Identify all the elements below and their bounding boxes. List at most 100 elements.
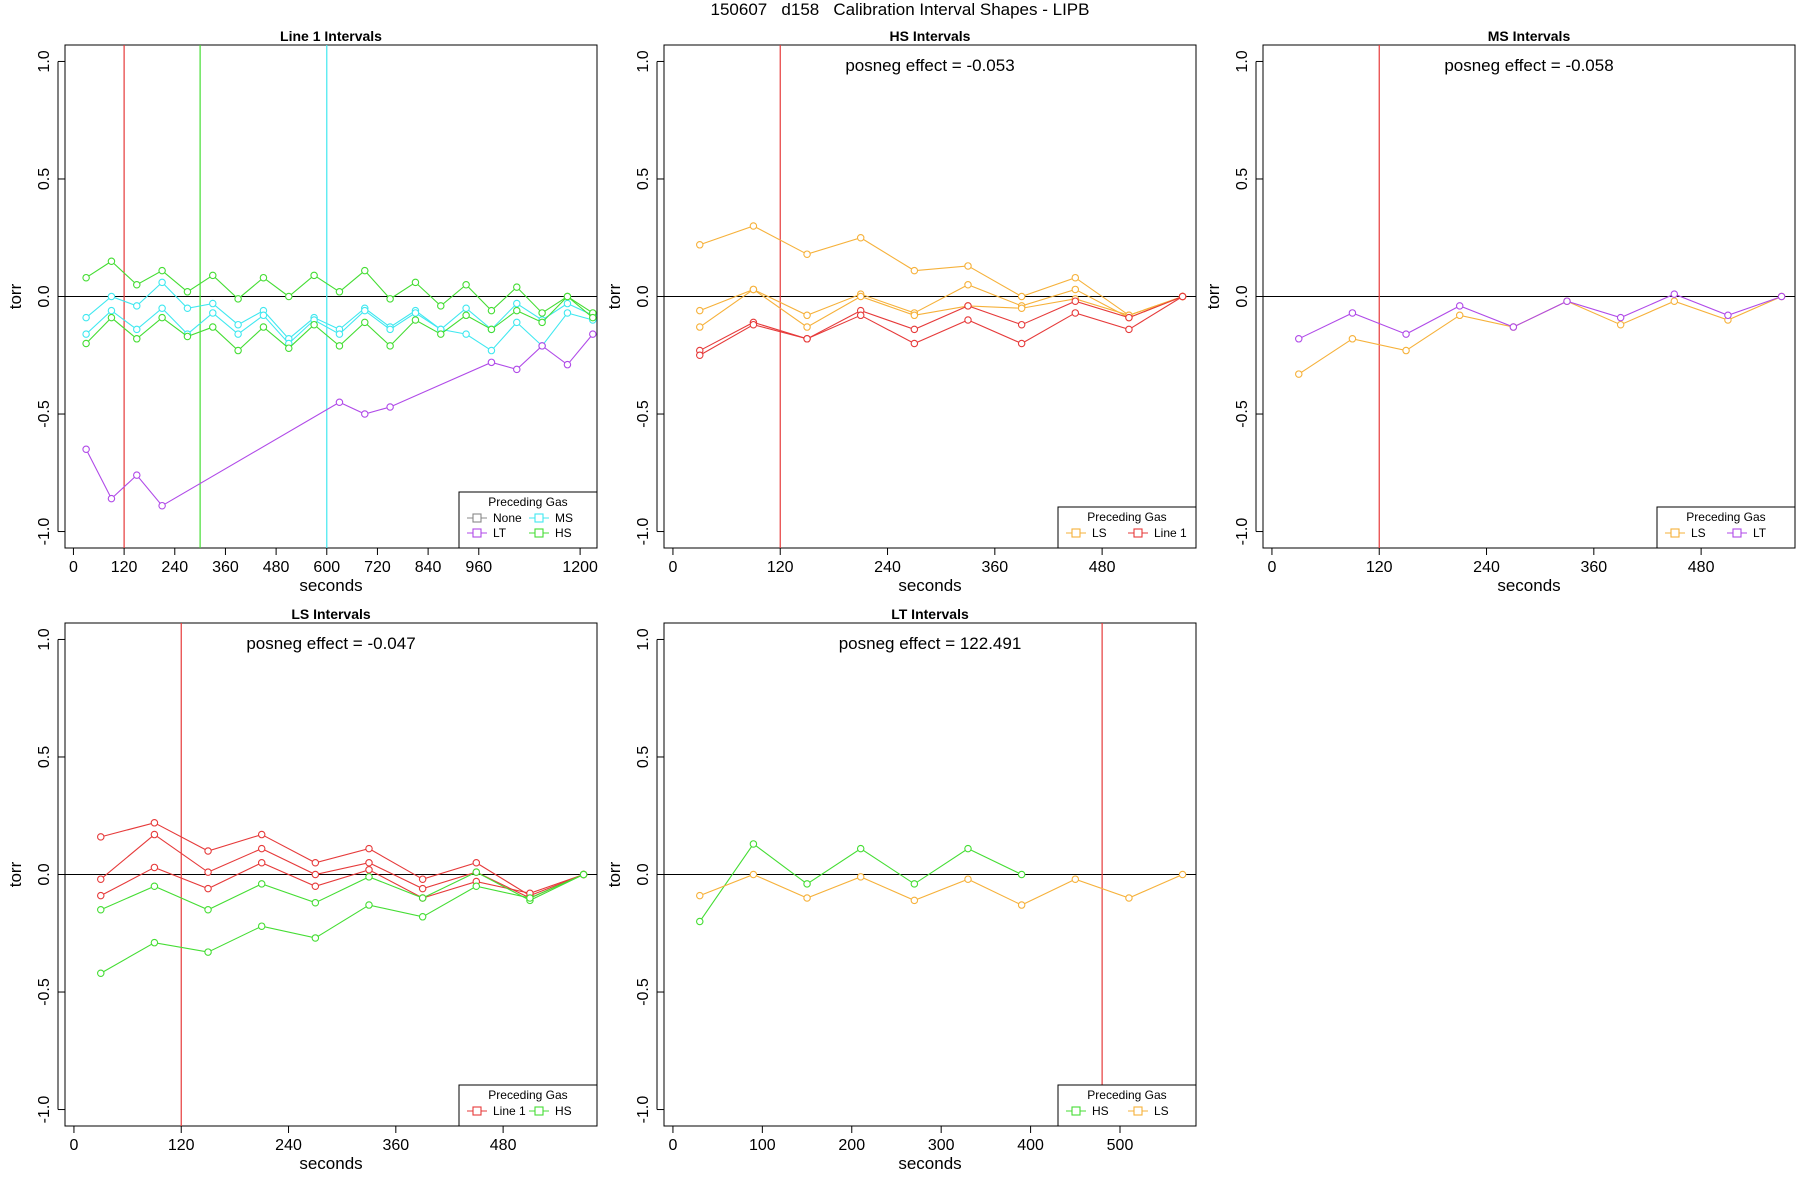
data-point <box>365 866 373 874</box>
data-point <box>133 280 141 289</box>
x-axis-title: seconds <box>898 576 961 595</box>
data-point <box>183 304 192 313</box>
data-point <box>1071 273 1080 282</box>
data-point <box>97 891 105 900</box>
x-tick-label: 240 <box>1473 559 1500 576</box>
y-tick-label: -0.5 <box>635 400 652 428</box>
series-lt <box>1295 290 1786 343</box>
data-point <box>563 309 572 317</box>
data-point <box>365 873 373 881</box>
x-tick-label: 0 <box>1267 559 1276 576</box>
data-point <box>437 330 445 338</box>
data-point <box>158 501 166 510</box>
legend-swatch-box <box>534 513 544 523</box>
x-tick-label: 100 <box>749 1137 776 1154</box>
legend-item: Line 1 <box>467 1104 526 1118</box>
data-point <box>107 257 116 265</box>
series-ls <box>1295 292 1786 378</box>
data-point <box>158 304 166 313</box>
x-tick-label: 0 <box>69 559 78 576</box>
legend-item: HS <box>529 1104 572 1118</box>
x-axis-title: seconds <box>898 1154 961 1173</box>
data-point <box>133 471 141 479</box>
x-axis-title: seconds <box>299 576 362 595</box>
legend-title: Preceding Gas <box>1087 510 1166 524</box>
y-tick-label: -1.0 <box>36 518 53 546</box>
legend-swatch-box <box>1133 1106 1143 1116</box>
series-line <box>100 871 584 911</box>
y-tick-label: 0.0 <box>1234 285 1251 307</box>
data-point <box>1616 313 1625 322</box>
x-tick-label: 480 <box>1688 559 1715 576</box>
data-point <box>472 868 481 876</box>
series-line <box>100 862 584 899</box>
data-point <box>513 365 521 374</box>
data-point <box>107 292 116 301</box>
x-tick-label: 400 <box>1017 1137 1044 1154</box>
legend-label: Line 1 <box>1154 526 1187 540</box>
data-point <box>386 403 394 411</box>
data-point <box>1402 330 1410 338</box>
x-tick-label: 0 <box>668 1137 677 1154</box>
y-tick-label: 0.5 <box>1234 168 1251 190</box>
data-point <box>133 325 141 334</box>
panel-title: LS Intervals <box>291 606 371 622</box>
data-point <box>311 898 320 907</box>
x-tick-label: 120 <box>111 559 138 576</box>
y-axis-title: torr <box>6 283 25 309</box>
panel-title: MS Intervals <box>1488 28 1571 44</box>
y-tick-label: -1.0 <box>36 1096 53 1124</box>
data-point <box>749 840 758 848</box>
data-point <box>538 342 546 350</box>
x-axis-title: seconds <box>299 1154 362 1173</box>
data-point <box>513 283 521 291</box>
series-line <box>100 833 584 899</box>
data-point <box>335 342 344 350</box>
legend-label: HS <box>555 526 572 540</box>
legend-box <box>1656 506 1796 549</box>
data-point <box>1295 370 1303 378</box>
data-point <box>259 311 268 320</box>
x-axis-title: seconds <box>1497 576 1560 595</box>
data-point <box>234 320 242 329</box>
data-point <box>97 969 105 977</box>
posneg-annotation: posneg effect = -0.058 <box>1444 56 1613 75</box>
y-tick-label: 0.0 <box>36 285 53 307</box>
x-tick-label: 1200 <box>562 559 598 576</box>
panel-2: HS Intervals 1.0 0.5 0.0 -0.5 -1.0 0 120 240 360 4… <box>605 28 1197 595</box>
x-tick-label: 360 <box>1580 559 1607 576</box>
x-tick-label: 120 <box>168 1137 195 1154</box>
series-ls <box>696 285 1187 331</box>
data-point <box>257 922 266 930</box>
legend-swatch-box <box>1133 528 1143 538</box>
data-point <box>803 323 811 331</box>
legend-item: LS <box>1128 1104 1169 1118</box>
panel-5: LT Intervals 1.0 0.5 0.0 -0.5 -1.0 0 100 200 300 4… <box>605 606 1197 1173</box>
x-tick-label: 0 <box>69 1137 78 1154</box>
data-point <box>856 292 865 301</box>
data-point <box>803 335 811 343</box>
legend-box <box>1057 506 1197 549</box>
x-tick-label: 200 <box>838 1137 865 1154</box>
data-point <box>418 884 427 893</box>
data-point <box>257 830 266 839</box>
data-point <box>1017 339 1026 348</box>
legend: Preceding Gas Line 1 HS <box>458 1084 598 1127</box>
legend-item: LS <box>1066 526 1107 540</box>
y-tick-label: -1.0 <box>1234 518 1251 546</box>
data-point <box>856 873 865 881</box>
data-point <box>1071 285 1080 294</box>
legend-box <box>458 1084 598 1127</box>
legend-label: LT <box>1753 526 1767 540</box>
data-point <box>1178 870 1187 879</box>
data-point <box>209 309 217 317</box>
panel-title: HS Intervals <box>890 28 971 44</box>
y-tick-label: 0.5 <box>36 746 53 768</box>
data-point <box>910 896 919 905</box>
data-point <box>97 906 105 914</box>
data-point <box>749 320 758 329</box>
data-point <box>97 833 105 841</box>
data-point <box>462 311 470 320</box>
data-point <box>910 339 919 348</box>
series-line-1 <box>696 292 1187 360</box>
